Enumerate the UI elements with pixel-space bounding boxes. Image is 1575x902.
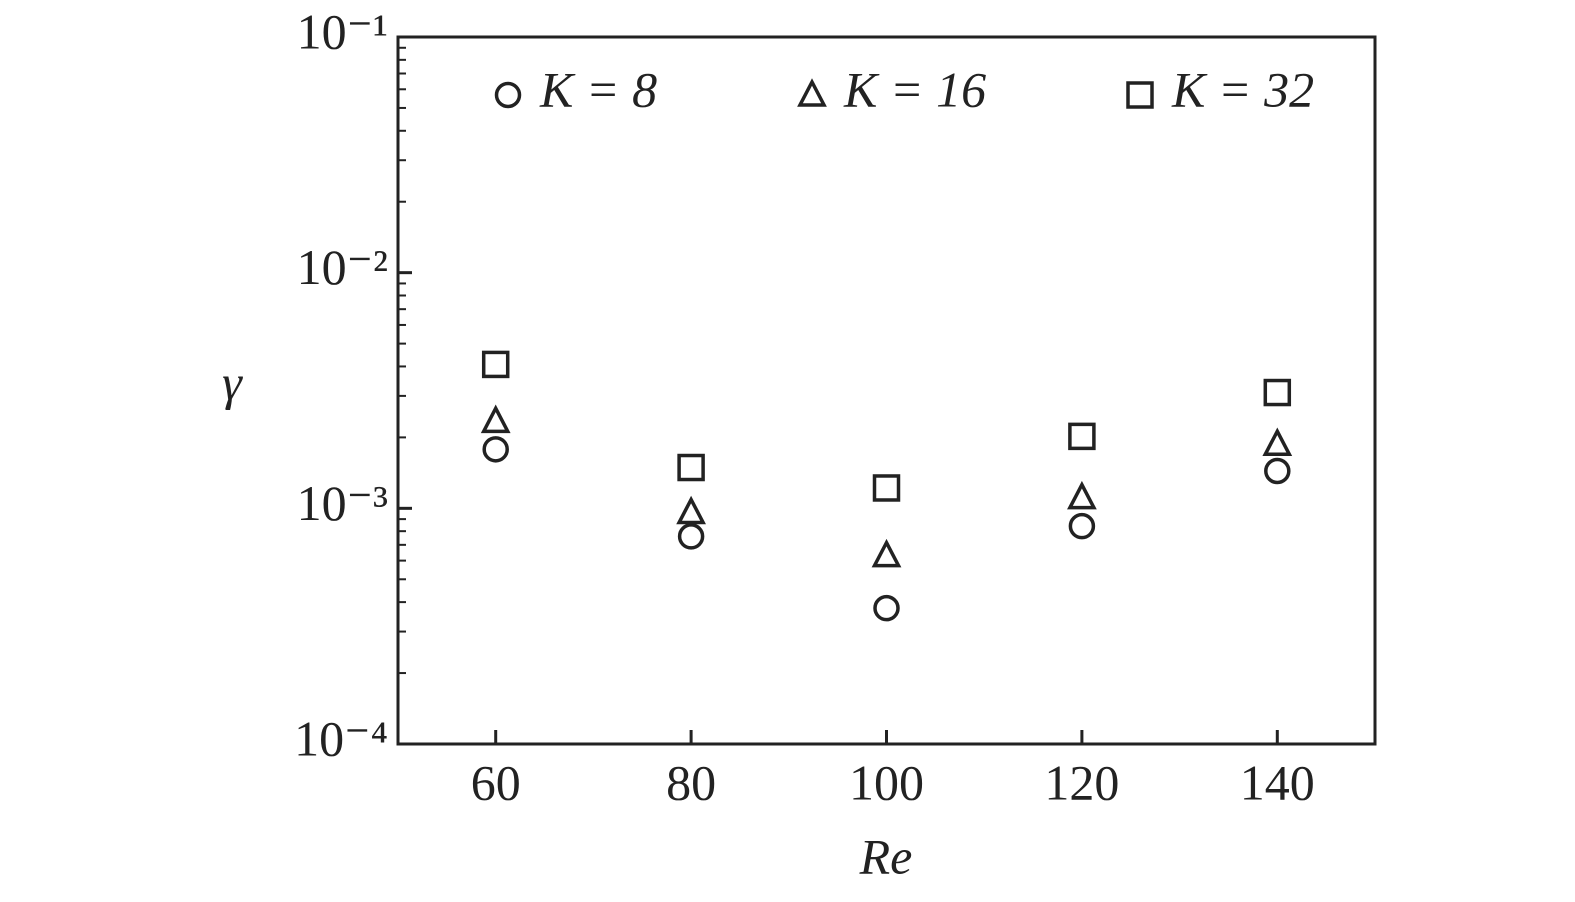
marker-square — [1126, 81, 1154, 109]
marker-circle — [1068, 512, 1096, 540]
marker-triangle — [797, 78, 827, 107]
y-tick-label: 10⁻¹ — [297, 3, 388, 59]
marker-square — [1263, 378, 1292, 407]
plot-frame — [396, 35, 1377, 746]
x-tick-label: 100 — [849, 754, 924, 810]
y-tick-label: 10⁻² — [297, 239, 388, 295]
x-tick-label: 140 — [1240, 754, 1315, 810]
marker-triangle — [480, 404, 511, 434]
x-axis-label: Re — [859, 828, 913, 884]
legend-label: K = 16 — [843, 61, 986, 117]
marker-triangle — [1262, 427, 1293, 457]
marker-square — [1068, 422, 1096, 451]
marker-square — [872, 474, 901, 502]
marker-circle — [482, 436, 509, 463]
marker-triangle — [1067, 480, 1097, 510]
marker-circle — [677, 523, 705, 550]
y-axis-label: γ — [222, 354, 243, 410]
marker-square — [677, 453, 705, 482]
marker-circle — [1264, 457, 1291, 485]
legend-label: K = 8 — [539, 61, 657, 117]
y-tick-label: 10⁻³ — [297, 475, 388, 531]
marker-square — [481, 350, 510, 379]
x-tick-label: 80 — [666, 754, 716, 810]
marker-triangle — [871, 538, 902, 568]
x-tick-label: 120 — [1044, 754, 1119, 810]
marker-circle — [873, 594, 900, 622]
y-tick-label: 10⁻⁴ — [294, 710, 388, 766]
marker-circle — [494, 81, 522, 109]
legend-label: K = 32 — [1171, 61, 1314, 117]
marker-triangle — [676, 495, 706, 525]
x-tick-label: 60 — [471, 754, 521, 810]
